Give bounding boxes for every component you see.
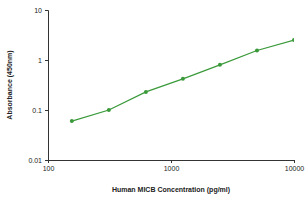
tick-mark [45, 160, 48, 161]
tick: 1 [38, 57, 48, 64]
tick: 10 [34, 7, 48, 14]
point [70, 119, 74, 123]
axis-line [45, 11, 49, 161]
chart: 100 1000 10000 0.01 0.1 1 10 Human MICB Concent… [0, 0, 306, 200]
point [144, 90, 148, 94]
tick-label: 10000 [285, 165, 305, 172]
tick: 0.1 [32, 107, 48, 114]
point [292, 38, 294, 42]
tick-mark [45, 10, 48, 11]
point [255, 48, 259, 52]
tick-label: 0.1 [32, 107, 42, 114]
tick-mark [171, 160, 172, 163]
tick: 10000 [285, 160, 305, 172]
line [72, 40, 294, 121]
tick-label: 100 [43, 165, 55, 172]
tick-label: 1 [38, 57, 42, 64]
point [107, 108, 111, 112]
marks [70, 38, 294, 123]
tick: 0.01 [28, 157, 48, 164]
tick-mark [294, 160, 295, 163]
tick-label: 0.01 [28, 157, 42, 164]
tick: 100 [43, 160, 55, 172]
tick-label: 1000 [164, 165, 180, 172]
plot: 100 1000 10000 0.01 0.1 1 10 [28, 7, 304, 172]
tick-mark [45, 60, 48, 61]
y-axis: 0.01 0.1 1 10 [28, 7, 48, 164]
point [218, 63, 222, 67]
axis-line [49, 161, 295, 164]
x-axis-title: Human MICB Concentration (pg/ml) [112, 186, 230, 194]
tick-mark [45, 110, 48, 111]
x-axis: 100 1000 10000 [43, 160, 305, 172]
tick-label: 10 [34, 7, 42, 14]
y-axis-title: Absorbance (450nm) [6, 50, 14, 119]
point [181, 77, 185, 81]
tick: 1000 [164, 160, 180, 172]
